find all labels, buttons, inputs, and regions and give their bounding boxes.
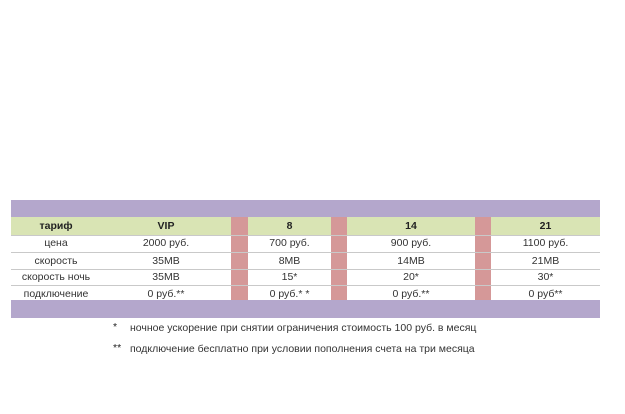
row-label-speed: скорость (34, 255, 78, 267)
speed-vip: 35МВ (152, 255, 180, 267)
header-plan-vip: VIP (157, 220, 175, 232)
speed-8: 8МВ (278, 255, 301, 267)
night-speed-8: 15* (281, 271, 298, 283)
header-plan-14: 14 (405, 220, 417, 232)
night-speed-14: 20* (403, 271, 419, 283)
row-label-price: цена (44, 237, 68, 249)
price-14: 900 руб. (390, 237, 432, 249)
header-plan-8: 8 (286, 220, 293, 232)
row-label-connection: подключение (23, 288, 89, 300)
speed-14: 14МВ (397, 255, 425, 267)
footnote-2-text: подключение бесплатно при условии пополн… (130, 343, 475, 355)
row-divider (11, 269, 600, 270)
connection-vip: 0 руб.** (147, 288, 185, 300)
connection-8: 0 руб.* * (269, 288, 310, 300)
connection-14: 0 руб.** (392, 288, 430, 300)
column-separator (475, 217, 491, 300)
speed-21: 21МВ (531, 255, 560, 267)
row-label-night-speed: скорость ночь (21, 271, 91, 283)
header-label: тариф (39, 220, 73, 232)
night-speed-21: 30* (537, 271, 554, 283)
footnote-1-mark: * (113, 321, 118, 333)
column-separator (331, 217, 347, 300)
table-top-band (11, 200, 600, 217)
price-21: 1100 руб. (522, 237, 569, 249)
price-8: 700 руб. (269, 237, 310, 249)
header-plan-21: 21 (539, 220, 552, 232)
row-divider (11, 285, 600, 286)
table-bottom-band (11, 300, 600, 318)
price-vip: 2000 руб. (142, 237, 190, 249)
footnote-1-text: ночное ускорение при снятии ограничения … (130, 322, 477, 334)
footnote-2-mark: ** (113, 342, 122, 354)
row-divider (11, 252, 600, 253)
night-speed-vip: 35МВ (152, 271, 180, 283)
row-divider (11, 235, 600, 236)
connection-21: 0 руб** (528, 288, 563, 300)
column-separator (231, 217, 248, 300)
table-header-row (11, 217, 600, 235)
